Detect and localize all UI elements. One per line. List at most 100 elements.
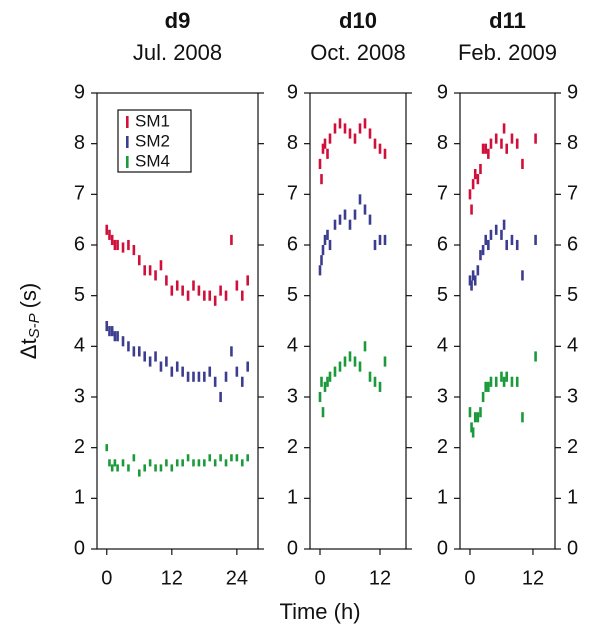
error-bar-point (378, 234, 382, 245)
error-bar-point (108, 459, 111, 467)
error-bar-point (318, 158, 322, 169)
legend-swatch (126, 116, 129, 128)
error-bar-point (175, 280, 179, 291)
y-tick-label: 8 (437, 132, 448, 154)
y-tick-label: 0 (74, 537, 85, 559)
error-bar-point (113, 239, 117, 251)
error-bar-point (479, 407, 482, 418)
error-bar-point (159, 260, 163, 271)
error-bar-point (338, 214, 342, 225)
error-bar-point (246, 361, 250, 372)
error-bar-point (108, 229, 111, 240)
error-bar-point (481, 143, 485, 154)
error-bar-point (515, 239, 519, 251)
x-tick-label: 12 (161, 567, 183, 589)
chart-subtitle: Oct. 2008 (310, 40, 405, 65)
y-tick-label-right: 9 (567, 81, 578, 103)
y-tick-label: 6 (74, 233, 85, 255)
error-bar-point (348, 351, 352, 362)
y-tick-label: 7 (74, 183, 85, 205)
y-tick-label-right: 2 (567, 436, 578, 458)
error-bar-point (186, 290, 190, 301)
y-tick-label: 8 (74, 132, 85, 154)
error-bar-point (373, 138, 377, 149)
error-bar-point (373, 376, 377, 387)
plot-frame (459, 92, 556, 550)
error-bar-point (318, 265, 322, 276)
chart-title: d10 (339, 8, 377, 33)
y-tick-label-right: 8 (567, 132, 578, 154)
error-bar-point (487, 148, 490, 159)
error-bar-point (510, 234, 514, 245)
error-bar-point (170, 366, 174, 377)
y-tick-label: 3 (74, 385, 85, 407)
error-bar-point (181, 459, 184, 467)
error-bar-point (321, 143, 325, 154)
legend-swatch (126, 136, 129, 148)
error-bar-point (165, 356, 168, 367)
error-bar-point (208, 366, 212, 377)
error-bar-point (505, 371, 509, 382)
error-bar-point (137, 255, 141, 266)
error-bar-point (127, 464, 130, 472)
y-axis-label-sub: S-P (26, 313, 43, 338)
error-bar-point (471, 179, 475, 190)
error-bar-point (328, 371, 332, 382)
y-tick-label-right: 1 (567, 487, 578, 509)
error-bar-point (110, 326, 114, 337)
y-tick-label: 9 (74, 81, 85, 103)
y-tick-label: 2 (74, 436, 85, 458)
error-bar-point (219, 391, 222, 403)
error-bar-point (368, 128, 372, 139)
y-tick-label-right: 0 (567, 537, 578, 559)
error-bar-point (132, 245, 136, 256)
legend-label: SM2 (135, 131, 170, 150)
error-bar-point (502, 123, 506, 134)
y-tick-label: 3 (437, 385, 448, 407)
error-bar-point (471, 270, 475, 281)
error-bar-point (213, 295, 217, 306)
legend-label: SM1 (135, 111, 170, 130)
y-axis-label-main: Δt (16, 338, 41, 359)
error-bar-point (219, 285, 222, 296)
error-bar-point (116, 464, 119, 472)
error-bar-point (489, 138, 493, 149)
error-bar-point (323, 138, 327, 149)
error-bar-point (148, 265, 152, 276)
error-bar-point (534, 234, 537, 245)
error-bar-point (105, 444, 109, 452)
error-bar-point (154, 464, 157, 472)
y-tick-label-right: 4 (567, 335, 578, 357)
error-bar-point (154, 270, 157, 281)
error-bar-point (500, 229, 503, 240)
error-bar-point (320, 255, 323, 266)
error-bar-point (343, 356, 347, 367)
error-bar-point (383, 356, 387, 367)
error-bar-point (470, 422, 473, 433)
error-bar-point (110, 464, 114, 472)
y-tick-label: 0 (287, 537, 298, 559)
error-bar-point (363, 204, 367, 215)
error-bar-point (110, 234, 114, 245)
error-bar-point (510, 133, 514, 144)
error-bar-point (175, 361, 179, 372)
error-bar-point (487, 239, 490, 251)
error-bar-point (348, 128, 352, 139)
error-bar-point (121, 459, 125, 467)
y-tick-label: 3 (287, 385, 298, 407)
error-bar-point (363, 118, 367, 129)
error-bar-point (197, 285, 201, 296)
y-axis-label-unit: (s) (16, 283, 41, 309)
error-bar-point (208, 290, 212, 301)
error-bar-point (343, 123, 347, 134)
y-tick-label: 7 (437, 183, 448, 205)
error-bar-point (181, 285, 184, 296)
error-bar-point (521, 270, 524, 281)
y-tick-label: 2 (287, 436, 298, 458)
error-bar-point (230, 454, 233, 462)
error-bar-point (470, 204, 473, 215)
error-bar-point (170, 285, 174, 296)
error-bar-point (192, 371, 195, 382)
error-bar-point (333, 219, 337, 230)
x-tick-label: 0 (314, 567, 325, 589)
